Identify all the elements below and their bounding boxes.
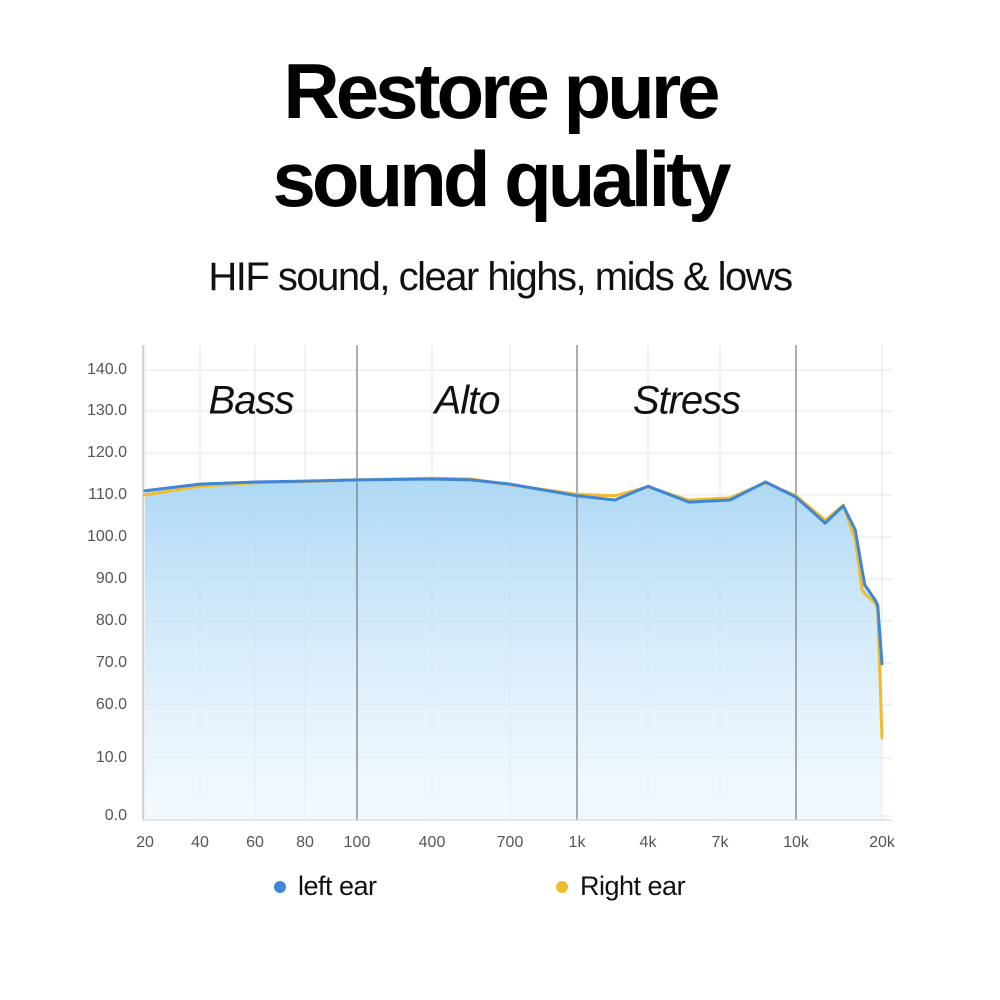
y-tick-label: 60.0 bbox=[96, 696, 127, 713]
y-tick-label: 70.0 bbox=[96, 654, 127, 671]
x-tick-label: 400 bbox=[419, 834, 446, 851]
x-tick-label: 100 bbox=[344, 834, 371, 851]
area-fill bbox=[145, 479, 882, 820]
y-tick-label: 140.0 bbox=[87, 361, 127, 378]
legend-label: left ear bbox=[298, 871, 377, 901]
y-tick-label: 100.0 bbox=[87, 528, 127, 545]
y-tick-label: 80.0 bbox=[96, 612, 127, 629]
x-tick-label: 80 bbox=[296, 834, 314, 851]
subtitle: HIF sound, clear highs, mids & lows bbox=[208, 255, 793, 299]
x-tick-label: 40 bbox=[191, 834, 209, 851]
x-tick-label: 700 bbox=[497, 834, 524, 851]
y-tick-label: 10.0 bbox=[96, 749, 127, 766]
y-tick-label: 130.0 bbox=[87, 402, 127, 419]
section-label: Stress bbox=[633, 379, 741, 423]
legend-marker bbox=[274, 881, 286, 893]
title-line: sound quality bbox=[272, 135, 732, 223]
y-tick-label: 120.0 bbox=[87, 444, 127, 461]
section-label: Bass bbox=[209, 379, 295, 423]
section-label: Alto bbox=[433, 379, 500, 423]
x-tick-label: 60 bbox=[246, 834, 264, 851]
title-line: Restore pure bbox=[283, 47, 720, 135]
x-tick-label: 20k bbox=[869, 834, 896, 851]
y-tick-label: 0.0 bbox=[105, 807, 127, 824]
y-tick-label: 110.0 bbox=[88, 486, 127, 503]
x-tick-label: 20 bbox=[136, 834, 154, 851]
series-line bbox=[143, 477, 884, 666]
legend-marker bbox=[556, 881, 568, 893]
y-tick-label: 90.0 bbox=[96, 570, 127, 587]
x-tick-label: 10k bbox=[783, 834, 810, 851]
x-tick-label: 4k bbox=[640, 834, 658, 851]
legend-label: Right ear bbox=[580, 871, 686, 901]
x-tick-label: 1k bbox=[569, 834, 587, 851]
x-tick-label: 7k bbox=[712, 834, 730, 851]
